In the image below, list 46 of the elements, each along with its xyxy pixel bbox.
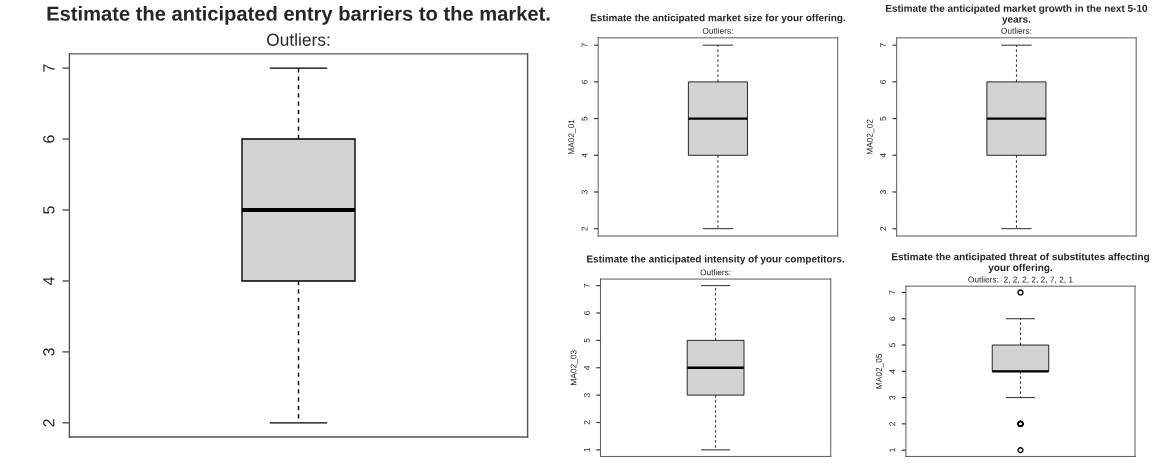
y-tick-label: 2 (880, 226, 886, 231)
chart-title: Estimate the anticipated market size for your offering. (590, 13, 846, 24)
y-tick-label: 2 (889, 421, 896, 426)
y-axis-title: MA02_02 (866, 119, 875, 155)
y-tick-label: 6 (889, 316, 896, 321)
y-tick-label: 4 (43, 276, 55, 286)
y-tick-label: 3 (880, 190, 886, 194)
y-tick-label: 5 (889, 343, 896, 348)
y-tick-label: 6 (583, 311, 590, 315)
y-tick-label: 5 (43, 206, 55, 214)
y-tick-label: 7 (889, 290, 896, 295)
y-tick-label: 2 (43, 419, 55, 427)
y-tick-label: 4 (889, 369, 896, 374)
chart-title: Estimate the anticipated intensity of your competitors. (587, 255, 845, 265)
y-tick-label: 5 (581, 116, 588, 121)
y-tick-label: 6 (43, 135, 55, 143)
y-axis-title: MA02_01 (568, 119, 576, 155)
y-tick-label: 3 (889, 395, 896, 400)
y-tick-label: 1 (583, 447, 590, 452)
y-tick-label: 2 (583, 420, 590, 425)
y-tick-label: 5 (583, 338, 590, 343)
y-tick-label: 7 (581, 43, 588, 48)
chart-title: Estimate the anticipated entry barriers to the market. (47, 5, 550, 25)
chart-subtitle: Outliers: (702, 27, 733, 34)
chart-subtitle: Outliers: (700, 269, 731, 276)
chart-subtitle: Outliers: (1001, 27, 1032, 34)
y-tick-label: 1 (889, 448, 896, 452)
y-tick-label: 7 (583, 283, 590, 288)
y-tick-label: 2 (581, 226, 588, 231)
chart-title: Estimate the anticipated threat of substitutes affecting your offering. (891, 252, 1149, 274)
y-tick-label: 3 (583, 393, 590, 398)
y-tick-label: 5 (880, 116, 886, 121)
y-tick-label: 3 (43, 348, 55, 356)
y-tick-label: 6 (880, 79, 886, 84)
chart-subtitle: Outliers: 2, 2, 2, 2, 2, 7, 2, 1 (968, 276, 1073, 284)
y-tick-label: 7 (43, 64, 55, 72)
y-tick-label: 4 (581, 153, 588, 158)
chart-subtitle: Outliers: (267, 33, 330, 46)
y-tick-label: 6 (581, 79, 588, 84)
y-tick-label: 7 (880, 43, 886, 48)
y-axis-title: MA02_03 (570, 350, 579, 385)
y-tick-label: 3 (581, 190, 588, 194)
y-axis-title: MA02_05 (876, 353, 884, 389)
y-tick-label: 4 (880, 153, 886, 158)
chart-title: Estimate the anticipated market growth in the next 5-10 years. (885, 4, 1148, 25)
y-tick-label: 4 (583, 365, 590, 370)
